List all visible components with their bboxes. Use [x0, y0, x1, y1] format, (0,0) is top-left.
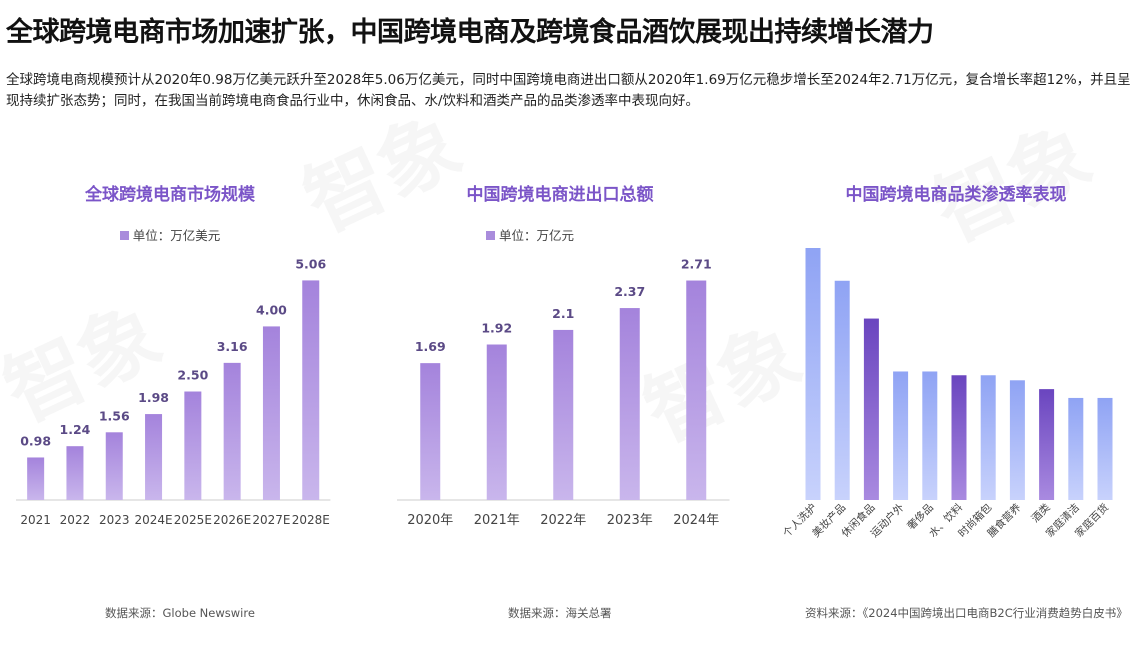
bar — [922, 371, 938, 500]
data-label: 1.69 — [415, 339, 446, 354]
data-label: 2.71 — [681, 257, 712, 272]
legend-swatch — [485, 231, 495, 240]
data-label: 2.50 — [177, 368, 208, 383]
data-label: 1.92 — [481, 321, 512, 336]
tick-label: 2024E — [134, 513, 172, 527]
tick-label: 2026E — [213, 513, 251, 527]
bar — [27, 457, 45, 500]
tick-label: 2021 — [20, 513, 51, 527]
chart-title: 中国跨境电商进出口总额 — [466, 185, 654, 205]
data-label: 1.24 — [60, 422, 91, 437]
bar — [619, 308, 640, 500]
bar — [980, 375, 996, 500]
china-trade-chart: 1.69 2020年 1.92 2021年 2.1 2022年 2.37 2023年 2.71 2… — [397, 257, 730, 528]
data-label: 1.56 — [99, 408, 130, 423]
bar — [1097, 397, 1113, 500]
bar — [686, 280, 707, 500]
chart-panel-category: 中国跨境电商品类渗透率表现 个人洗护 美妆产品 休闲食品 运动户外 奢侈品 水、饮料 时尚箱… — [775, 180, 1147, 580]
tick-label: 2028E — [292, 513, 330, 527]
tick-label: 酒类 — [1029, 501, 1053, 525]
legend-label: 单位：万亿元 — [498, 228, 574, 243]
data-label: 2.1 — [552, 306, 574, 321]
chart-legend: 单位：万亿美元 — [0, 225, 340, 244]
data-label: 5.06 — [295, 256, 326, 271]
chart-title: 全球跨境电商市场规模 — [85, 185, 255, 205]
bar — [1039, 389, 1055, 500]
tick-label: 2022年 — [540, 513, 586, 528]
chart-source: 数据来源：Globe Newswire — [105, 606, 255, 620]
chart-legend: 单位：万亿元 — [320, 225, 740, 244]
bar — [951, 375, 967, 500]
chart-source: 资料来源：《2024中国跨境出口电商B2C行业消费趋势白皮书》 — [805, 606, 1128, 620]
bar — [893, 371, 909, 500]
tick-label: 2024年 — [673, 513, 719, 528]
tick-label: 2021年 — [474, 513, 520, 528]
bar — [486, 344, 507, 500]
tick-label: 2023年 — [607, 513, 653, 528]
tick-label: 2022 — [60, 513, 91, 527]
page-title: 全球跨境电商市场加速扩张，中国跨境电商及跨境食品酒饮展现出持续增长潜力 — [6, 17, 934, 48]
bar — [145, 414, 163, 500]
bar — [105, 432, 123, 500]
bar — [1068, 397, 1084, 500]
bar — [302, 280, 320, 500]
chart-panel-china: 中国跨境电商进出口总额 单位：万亿元 1.69 2020年 1.92 2021年 2.1… — [380, 180, 740, 540]
bar — [834, 280, 850, 500]
bar — [66, 446, 84, 500]
chart-title: 中国跨境电商品类渗透率表现 — [845, 185, 1067, 205]
legend-swatch — [119, 231, 129, 240]
data-label: 1.98 — [138, 390, 169, 405]
bar — [1009, 380, 1025, 500]
tick-label: 2027E — [252, 513, 290, 527]
data-label: 3.16 — [217, 339, 248, 354]
bar — [805, 248, 821, 500]
legend-label: 单位：万亿美元 — [132, 228, 221, 243]
tick-label: 2025E — [174, 513, 212, 527]
bar — [184, 391, 202, 500]
tick-label: 2020年 — [407, 513, 453, 528]
data-label: 0.98 — [20, 433, 51, 448]
bar — [863, 318, 879, 500]
chart-source: 数据来源：海关总署 — [508, 606, 612, 620]
bar — [420, 363, 441, 500]
bar — [553, 329, 574, 500]
data-label: 2.37 — [614, 284, 645, 299]
page-description: 全球跨境电商规模预计从2020年0.98万亿美元跃升至2028年5.06万亿美元… — [6, 72, 1131, 109]
chart-panel-global: 全球跨境电商市场规模 单位：万亿美元 0.98 2021 1.24 2022 1.56 2… — [0, 180, 340, 540]
global-market-chart: 0.98 2021 1.24 2022 1.56 2023 1.98 2024E 2.50 202… — [16, 256, 331, 527]
bar — [262, 326, 280, 500]
bar — [223, 362, 241, 500]
data-label: 4.00 — [256, 302, 287, 317]
tick-label: 2023 — [99, 513, 130, 527]
